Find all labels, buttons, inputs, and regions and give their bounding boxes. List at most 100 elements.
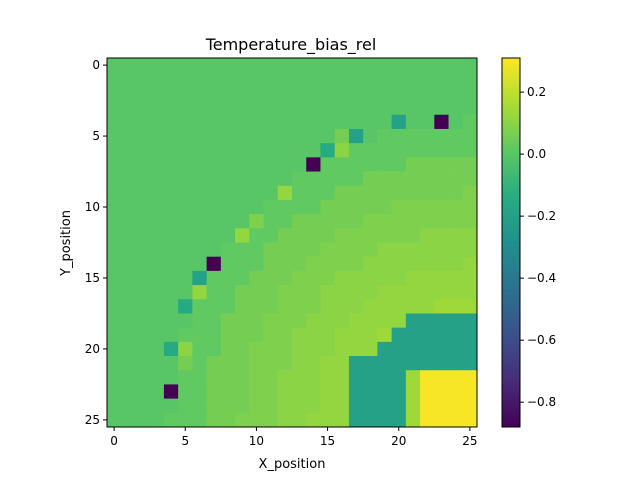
heatmap-cell (235, 327, 250, 343)
heatmap-cell (363, 214, 378, 229)
heatmap-cell (178, 313, 193, 329)
heatmap-cell (192, 356, 208, 371)
heatmap-cell (149, 185, 165, 201)
heatmap-cell (220, 100, 236, 116)
heatmap-cell (249, 199, 264, 215)
heatmap-cell (220, 228, 236, 243)
heatmap-cell (277, 285, 293, 300)
heatmap-cell (420, 114, 435, 130)
heatmap-cell (377, 370, 393, 385)
y-tick-label: 10 (85, 200, 100, 214)
heatmap-cell (192, 270, 208, 286)
heatmap-cell (405, 228, 421, 243)
heatmap-cell (292, 58, 307, 73)
heatmap-cell (420, 398, 435, 414)
heatmap-cell (420, 72, 435, 87)
heatmap-cell (220, 157, 236, 172)
heatmap-cell (263, 270, 279, 286)
heatmap-cell (135, 128, 151, 144)
heatmap-cell (206, 242, 222, 258)
heatmap-cell (434, 398, 449, 414)
heatmap-cell (306, 270, 321, 286)
heatmap-cell (405, 327, 421, 343)
colorbar: −0.8 −0.6 −0.4 −0.2 0.0 0.2 (501, 57, 556, 428)
heatmap-cell (391, 114, 407, 130)
heatmap-cell (462, 412, 478, 428)
heatmap-cell (420, 313, 435, 329)
heatmap-cell (121, 228, 136, 243)
heatmap-cell (377, 114, 393, 130)
heatmap-cell (377, 199, 393, 215)
heatmap-cell (192, 384, 208, 400)
heatmap-cell (391, 285, 407, 300)
heatmap-cell (320, 128, 336, 144)
heatmap-cell (135, 412, 151, 428)
heatmap-cell (292, 398, 307, 414)
heatmap-cell (263, 128, 279, 144)
heatmap-cell (178, 270, 193, 286)
heatmap-cell (363, 299, 378, 314)
heatmap-cell (405, 299, 421, 314)
heatmap-cell (263, 299, 279, 314)
heatmap-cell (405, 100, 421, 116)
heatmap-cell (292, 313, 307, 329)
heatmap-cell (135, 143, 151, 158)
heatmap-cell (235, 58, 250, 73)
heatmap-cell (348, 327, 364, 343)
heatmap-cell (220, 214, 236, 229)
heatmap-cell (363, 100, 378, 116)
heatmap-cell (121, 199, 136, 215)
heatmap-cell (320, 327, 336, 343)
heatmap-cell (249, 313, 264, 329)
heatmap-cell (462, 384, 478, 400)
heatmap-cell (391, 171, 407, 187)
heatmap-cell (249, 398, 264, 414)
heatmap-cell (363, 398, 378, 414)
heatmap-cell (448, 398, 464, 414)
heatmap-cell (348, 58, 364, 73)
heatmap-cell (135, 58, 151, 73)
heatmap-cell (277, 143, 293, 158)
heatmap-cell (249, 270, 264, 286)
heatmap-cell (135, 185, 151, 201)
heatmap-cell (107, 58, 122, 73)
heatmap-cell (277, 58, 293, 73)
heatmap-cell (277, 228, 293, 243)
heatmap-cell (249, 242, 264, 258)
heatmap-cell (348, 228, 364, 243)
heatmap-cell (121, 242, 136, 258)
plot-frame (106, 57, 478, 428)
heatmap-cell (149, 228, 165, 243)
heatmap-cell (149, 128, 165, 144)
heatmap-cell (420, 327, 435, 343)
heatmap-cell (377, 398, 393, 414)
heatmap-cell (163, 72, 179, 87)
heatmap-cell (163, 86, 179, 101)
heatmap-cell (163, 412, 179, 428)
heatmap-cell (462, 256, 478, 272)
heatmap-cell (235, 313, 250, 329)
heatmap-cell (107, 185, 122, 201)
heatmap-cell (434, 412, 449, 428)
heatmap-cell (178, 242, 193, 258)
heatmap-cell (405, 270, 421, 286)
heatmap-cell (448, 72, 464, 87)
heatmap-cell (391, 128, 407, 144)
heatmap-cell (448, 58, 464, 73)
heatmap-cell (135, 285, 151, 300)
heatmap-cell (149, 299, 165, 314)
x-axis-label: X_position (259, 457, 326, 472)
heatmap-cell (107, 128, 122, 144)
heatmap-cell (220, 128, 236, 144)
heatmap-cell (306, 214, 321, 229)
heatmap-cell (249, 72, 264, 87)
heatmap-cell (448, 128, 464, 144)
heatmap-cell (235, 398, 250, 414)
heatmap-cell (235, 256, 250, 272)
heatmap-cell (320, 299, 336, 314)
heatmap-cell (462, 313, 478, 329)
heatmap-cell (121, 285, 136, 300)
heatmap-cell (107, 341, 122, 357)
heatmap-cell (306, 128, 321, 144)
